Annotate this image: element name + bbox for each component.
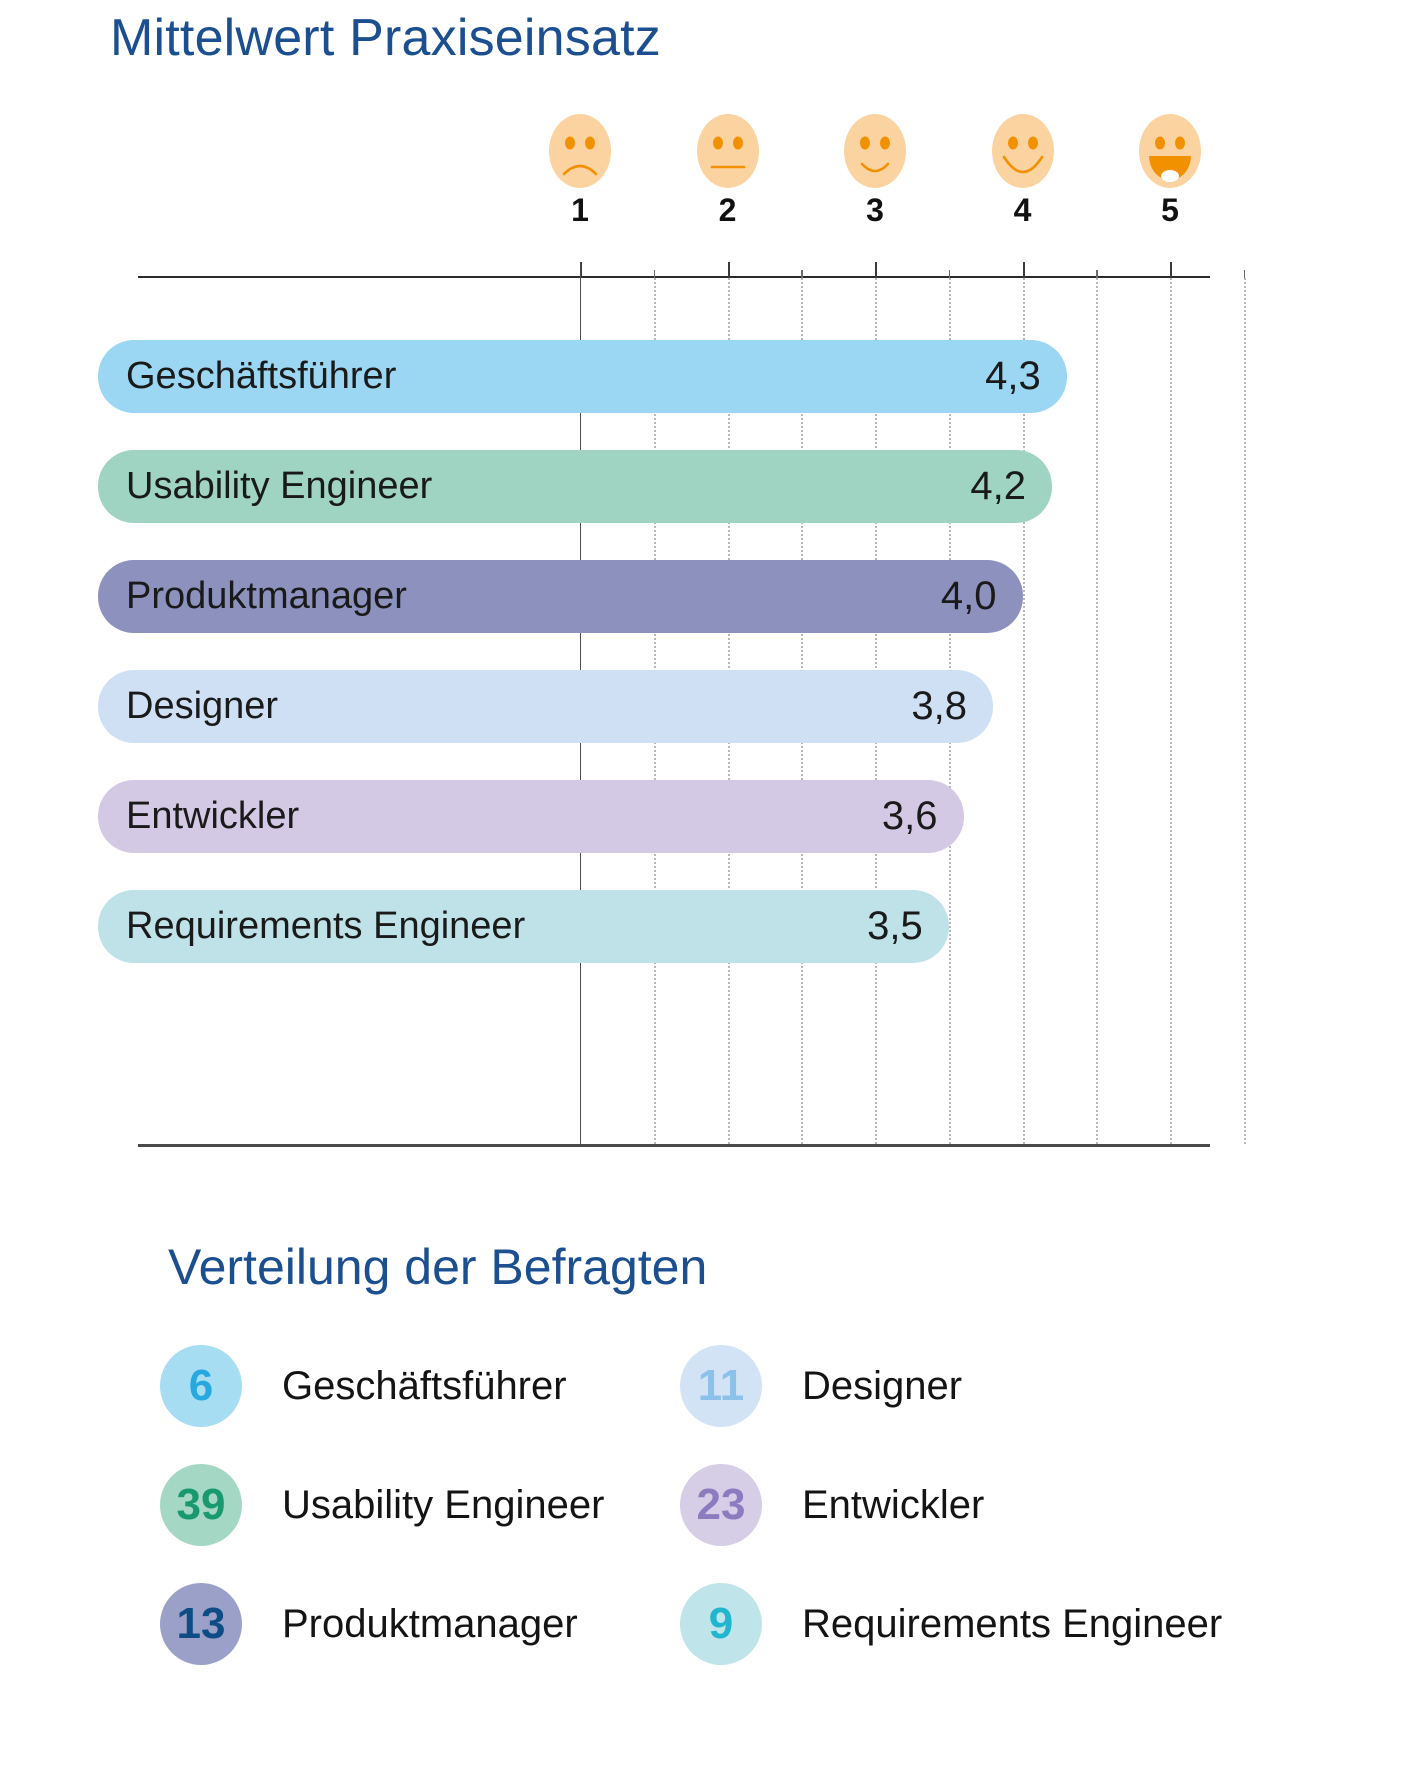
legend-role-label: Produktmanager — [282, 1601, 578, 1646]
bar-row[interactable]: Designer 3,8 — [98, 670, 993, 743]
scale-number-5: 5 — [1161, 192, 1179, 228]
bar-value-label: 4,2 — [970, 464, 1026, 508]
legend-role-label: Usability Engineer — [282, 1482, 605, 1527]
bar-chart-bars: Geschäftsführer 4,3 Usability Engineer 4,2 P… — [98, 340, 1067, 963]
bar-category-label: Requirements Engineer — [126, 905, 526, 947]
legend-count-badge: 39 — [160, 1464, 242, 1546]
legend-item[interactable]: 39 Usability Engineer — [160, 1464, 604, 1546]
bar-value-label: 4,3 — [985, 354, 1041, 398]
laughing-face-icon — [1134, 112, 1206, 190]
legend-count-badge: 6 — [160, 1345, 242, 1427]
bar-category-label: Designer — [126, 685, 279, 727]
legend-count-badge: 9 — [680, 1583, 762, 1665]
legend-item[interactable]: 11 Designer — [680, 1345, 962, 1427]
bar-value-label: 3,6 — [881, 794, 938, 838]
legend-role-label: Designer — [802, 1363, 963, 1408]
legend-role-label: Requirements Engineer — [802, 1601, 1223, 1646]
bar-category-label: Entwickler — [126, 795, 300, 837]
bar-category-label: Usability Engineer — [126, 465, 433, 507]
legend-count-badge: 13 — [160, 1583, 242, 1665]
scale-number-4: 4 — [1013, 192, 1032, 228]
bar-row[interactable]: Produktmanager 4,0 — [98, 560, 1023, 633]
smile-face-icon — [987, 112, 1059, 190]
bar-value-label: 4,0 — [940, 574, 997, 618]
bar-category-label: Geschäftsführer — [126, 355, 397, 397]
legend-role-label: Geschäftsführer — [282, 1363, 567, 1408]
slight-smile-face-icon — [839, 112, 911, 190]
scale-number-1: 1 — [571, 192, 589, 228]
neutral-face-icon — [692, 112, 764, 190]
legend-item[interactable]: 6 Geschäftsführer — [160, 1345, 567, 1427]
bar-value-label: 3,8 — [911, 684, 967, 728]
legend-count-badge: 23 — [680, 1464, 762, 1546]
legend-item[interactable]: 9 Requirements Engineer — [680, 1583, 1222, 1665]
bar-row[interactable]: Entwickler 3,6 — [98, 780, 964, 853]
legend-count-badge: 11 — [680, 1345, 762, 1427]
legend-item[interactable]: 23 Entwickler — [680, 1464, 984, 1546]
sad-face-icon — [544, 112, 616, 190]
bar-value-label: 3,5 — [867, 904, 923, 948]
legend-role-label: Entwickler — [802, 1482, 985, 1527]
bar-row[interactable]: Usability Engineer 4,2 — [98, 450, 1052, 523]
rating-scale-numbers: 1 2 3 4 5 — [0, 192, 1421, 232]
bar-category-label: Produktmanager — [126, 575, 407, 617]
scale-number-2: 2 — [718, 192, 737, 228]
bar-row[interactable]: Geschäftsführer 4,3 — [98, 340, 1067, 413]
page-title: Mittelwert Praxiseinsatz — [110, 9, 661, 67]
distribution-title: Verteilung der Befragten — [168, 1239, 708, 1295]
scale-number-3: 3 — [866, 192, 884, 228]
bar-row[interactable]: Requirements Engineer 3,5 — [98, 890, 949, 963]
legend-item[interactable]: 13 Produktmanager — [160, 1583, 578, 1665]
rating-scale-icons — [0, 112, 1421, 192]
